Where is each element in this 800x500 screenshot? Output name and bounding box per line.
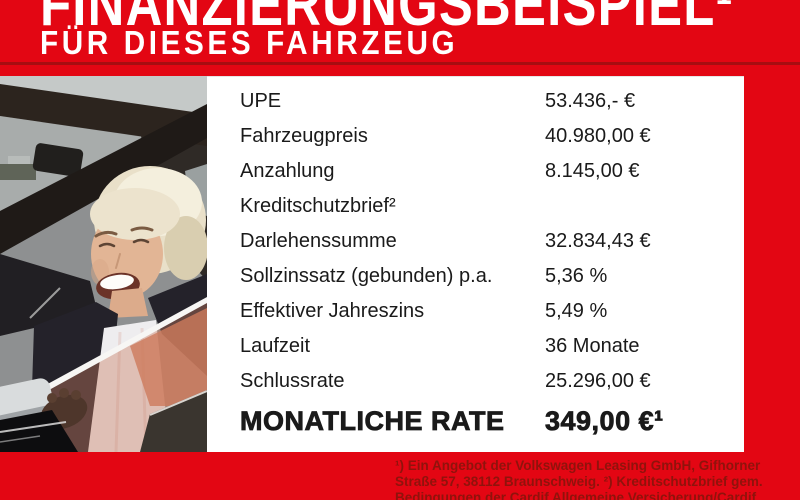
finance-row-label: Darlehenssumme	[240, 230, 397, 252]
finance-row: Schlussrate 25.296,00 €	[240, 364, 744, 399]
finance-row-value: 40.980,00 €	[545, 125, 651, 147]
headline-line1: FINANZIERUNGSBEISPIEL¹	[40, 0, 734, 39]
finance-row: Sollzinssatz (gebunden) p.a. 5,36 %	[240, 259, 744, 294]
finance-row-value: 36 Monate	[545, 335, 640, 357]
footnote-line: Straße 57, 38112 Braunschweig. ²) Kredit…	[395, 474, 763, 489]
finance-details-panel: UPE 53.436,- € Fahrzeugpreis 40.980,00 €…	[207, 76, 744, 452]
footnote: ¹) Ein Angebot der Volkswagen Leasing Gm…	[395, 458, 775, 500]
finance-row-label: Sollzinssatz (gebunden) p.a.	[240, 265, 493, 287]
finance-row: Effektiver Jahreszins 5,49 %	[240, 294, 744, 329]
finance-row: Laufzeit 36 Monate	[240, 329, 744, 364]
headline-line2: FÜR DIESES FAHRZEUG	[40, 24, 459, 61]
finance-row: Fahrzeugpreis 40.980,00 €	[240, 119, 744, 154]
finance-row-label: Anzahlung	[240, 160, 335, 182]
finance-row: Kreditschutzbrief²	[240, 189, 744, 224]
header-divider	[0, 62, 800, 65]
finance-row-label: Schlussrate	[240, 370, 345, 392]
footnote-line: Bedingungen der Cardif Allgemeine Versic…	[395, 490, 757, 500]
finance-row: Anzahlung 8.145,00 €	[240, 154, 744, 189]
finance-row-label: Laufzeit	[240, 335, 311, 357]
finance-row: MONATLICHE RATE 349,00 €¹	[240, 399, 744, 443]
finance-table: UPE 53.436,- € Fahrzeugpreis 40.980,00 €…	[240, 84, 744, 443]
finance-row-label: UPE	[240, 90, 282, 112]
finance-row-value: 5,36 %	[545, 265, 608, 287]
finance-row: Darlehenssumme 32.834,43 €	[240, 224, 744, 259]
woman-in-car-photo	[0, 76, 207, 452]
finance-row-label: Fahrzeugpreis	[240, 125, 368, 147]
finance-row-value: 32.834,43 €	[545, 230, 651, 252]
finance-row-value: 5,49 %	[545, 300, 608, 322]
finance-row-value: 25.296,00 €	[545, 370, 651, 392]
finance-row-value: 349,00 €¹	[545, 405, 664, 436]
finance-row-value: 53.436,- €	[545, 90, 636, 112]
banner-header: FINANZIERUNGSBEISPIEL¹ FÜR DIESES FAHRZE…	[0, 0, 800, 64]
finance-row-label: MONATLICHE RATE	[240, 405, 505, 436]
finance-row-label: Kreditschutzbrief²	[240, 195, 396, 217]
footnote-line: ¹) Ein Angebot der Volkswagen Leasing Gm…	[395, 458, 761, 473]
car-scene-illustration	[0, 76, 207, 452]
finance-row-value: 8.145,00 €	[545, 160, 640, 182]
finance-row-label: Effektiver Jahreszins	[240, 300, 425, 322]
finance-row: UPE 53.436,- €	[240, 84, 744, 119]
